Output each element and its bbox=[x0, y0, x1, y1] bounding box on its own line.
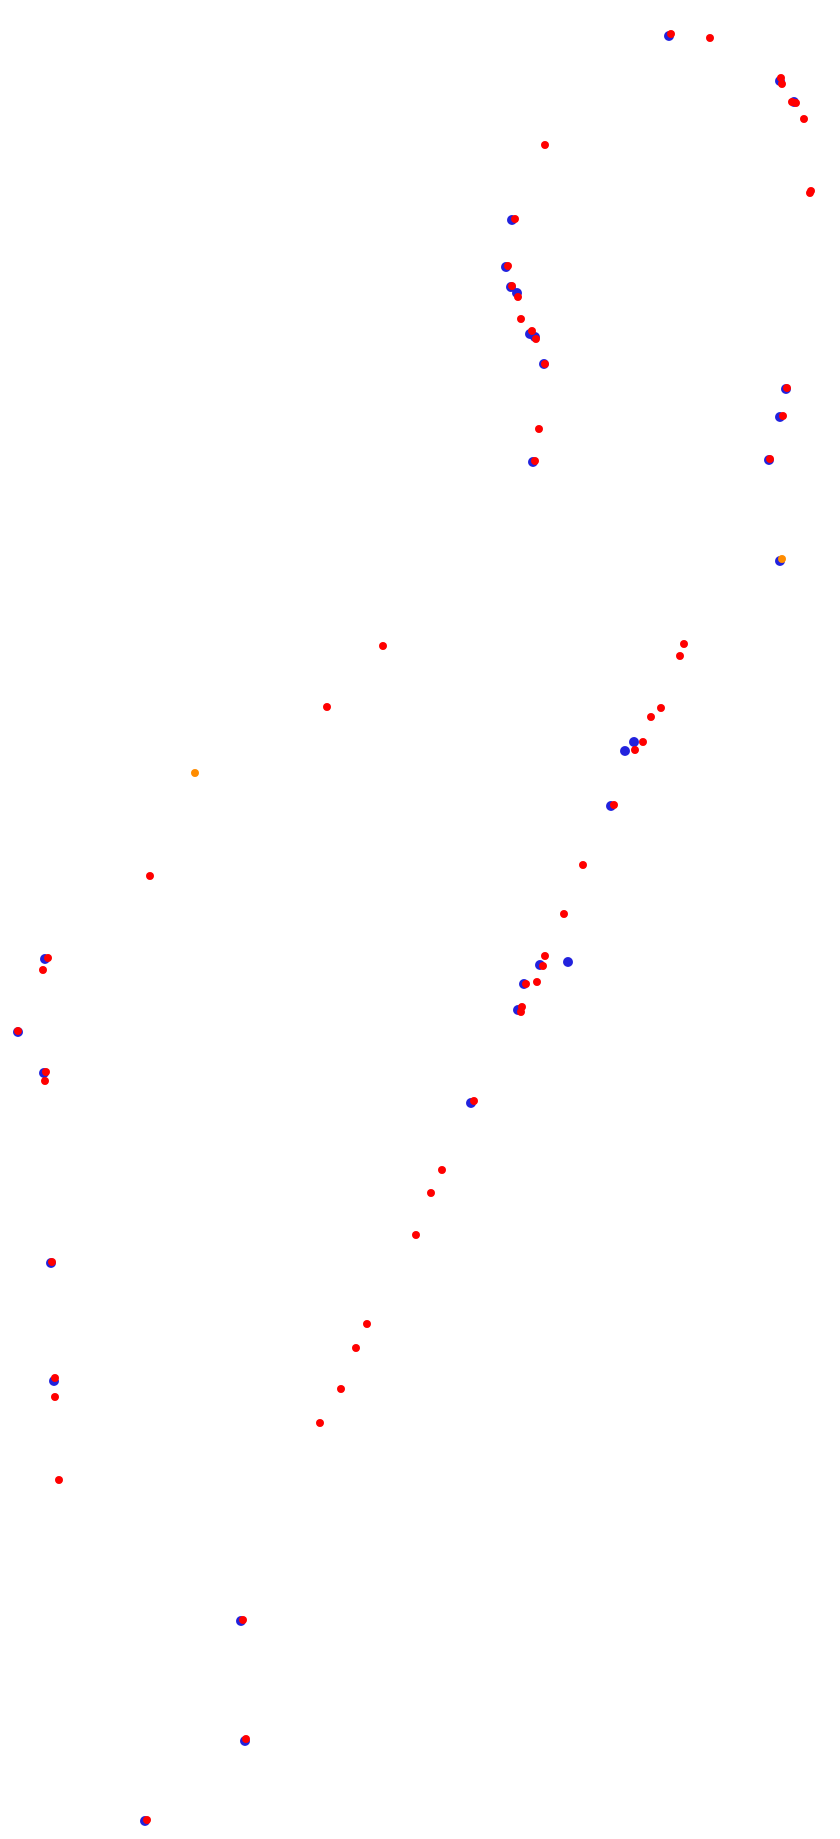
overlay-point-57 bbox=[55, 1476, 63, 1484]
overlay-point-39 bbox=[517, 1008, 525, 1016]
overlay-point-24 bbox=[680, 640, 688, 648]
highlight-point-0 bbox=[191, 769, 199, 777]
overlay-point-14 bbox=[517, 315, 525, 323]
overlay-point-0 bbox=[667, 30, 675, 38]
overlay-point-33 bbox=[560, 910, 568, 918]
overlay-point-55 bbox=[51, 1374, 59, 1382]
overlay-point-53 bbox=[316, 1419, 324, 1427]
overlay-point-20 bbox=[535, 425, 543, 433]
overlay-point-40 bbox=[146, 872, 154, 880]
overlay-point-27 bbox=[647, 713, 655, 721]
overlay-point-17 bbox=[541, 360, 549, 368]
overlay-point-3 bbox=[778, 80, 786, 88]
overlay-point-54 bbox=[48, 1258, 56, 1266]
overlay-point-58 bbox=[239, 1616, 247, 1624]
overlay-point-46 bbox=[470, 1097, 478, 1105]
overlay-point-10 bbox=[511, 215, 519, 223]
overlay-point-5 bbox=[792, 99, 800, 107]
overlay-point-28 bbox=[323, 703, 331, 711]
overlay-point-32 bbox=[579, 861, 587, 869]
overlay-point-35 bbox=[539, 962, 547, 970]
overlay-point-15 bbox=[528, 327, 536, 335]
overlay-point-13 bbox=[514, 293, 522, 301]
underlay-point-18 bbox=[563, 957, 573, 967]
overlay-point-60 bbox=[143, 1816, 151, 1824]
overlay-point-31 bbox=[610, 801, 618, 809]
highlight-point-1 bbox=[778, 555, 786, 563]
overlay-point-44 bbox=[42, 1068, 50, 1076]
overlay-point-9 bbox=[806, 189, 814, 197]
overlay-point-29 bbox=[639, 738, 647, 746]
overlay-point-30 bbox=[631, 746, 639, 754]
overlay-point-25 bbox=[676, 652, 684, 660]
overlay-point-12 bbox=[508, 282, 516, 290]
overlay-point-59 bbox=[242, 1735, 250, 1743]
overlay-point-43 bbox=[14, 1027, 22, 1035]
underlay-point-16 bbox=[620, 746, 630, 756]
overlay-point-11 bbox=[504, 262, 512, 270]
overlay-point-36 bbox=[533, 978, 541, 986]
overlay-point-2 bbox=[777, 74, 785, 82]
overlay-point-23 bbox=[379, 642, 387, 650]
overlay-point-18 bbox=[783, 384, 791, 392]
overlay-point-41 bbox=[44, 954, 52, 962]
underlay-point-15 bbox=[629, 737, 639, 747]
overlay-point-56 bbox=[51, 1393, 59, 1401]
overlay-point-6 bbox=[800, 115, 808, 123]
overlay-point-52 bbox=[337, 1385, 345, 1393]
overlay-point-19 bbox=[779, 412, 787, 420]
overlay-point-51 bbox=[352, 1344, 360, 1352]
overlay-point-22 bbox=[766, 455, 774, 463]
overlay-point-1 bbox=[706, 34, 714, 42]
overlay-point-47 bbox=[438, 1166, 446, 1174]
overlay-point-42 bbox=[39, 966, 47, 974]
overlay-point-7 bbox=[541, 141, 549, 149]
overlay-point-50 bbox=[363, 1320, 371, 1328]
overlay-point-49 bbox=[412, 1231, 420, 1239]
overlay-point-34 bbox=[541, 952, 549, 960]
overlay-point-37 bbox=[522, 980, 530, 988]
highlight-series bbox=[191, 555, 786, 777]
overlay-point-16 bbox=[532, 335, 540, 343]
overlay-series bbox=[14, 30, 815, 1824]
overlay-point-45 bbox=[41, 1077, 49, 1085]
overlay-point-21 bbox=[531, 457, 539, 465]
overlay-point-26 bbox=[657, 704, 665, 712]
overlay-point-48 bbox=[427, 1189, 435, 1197]
